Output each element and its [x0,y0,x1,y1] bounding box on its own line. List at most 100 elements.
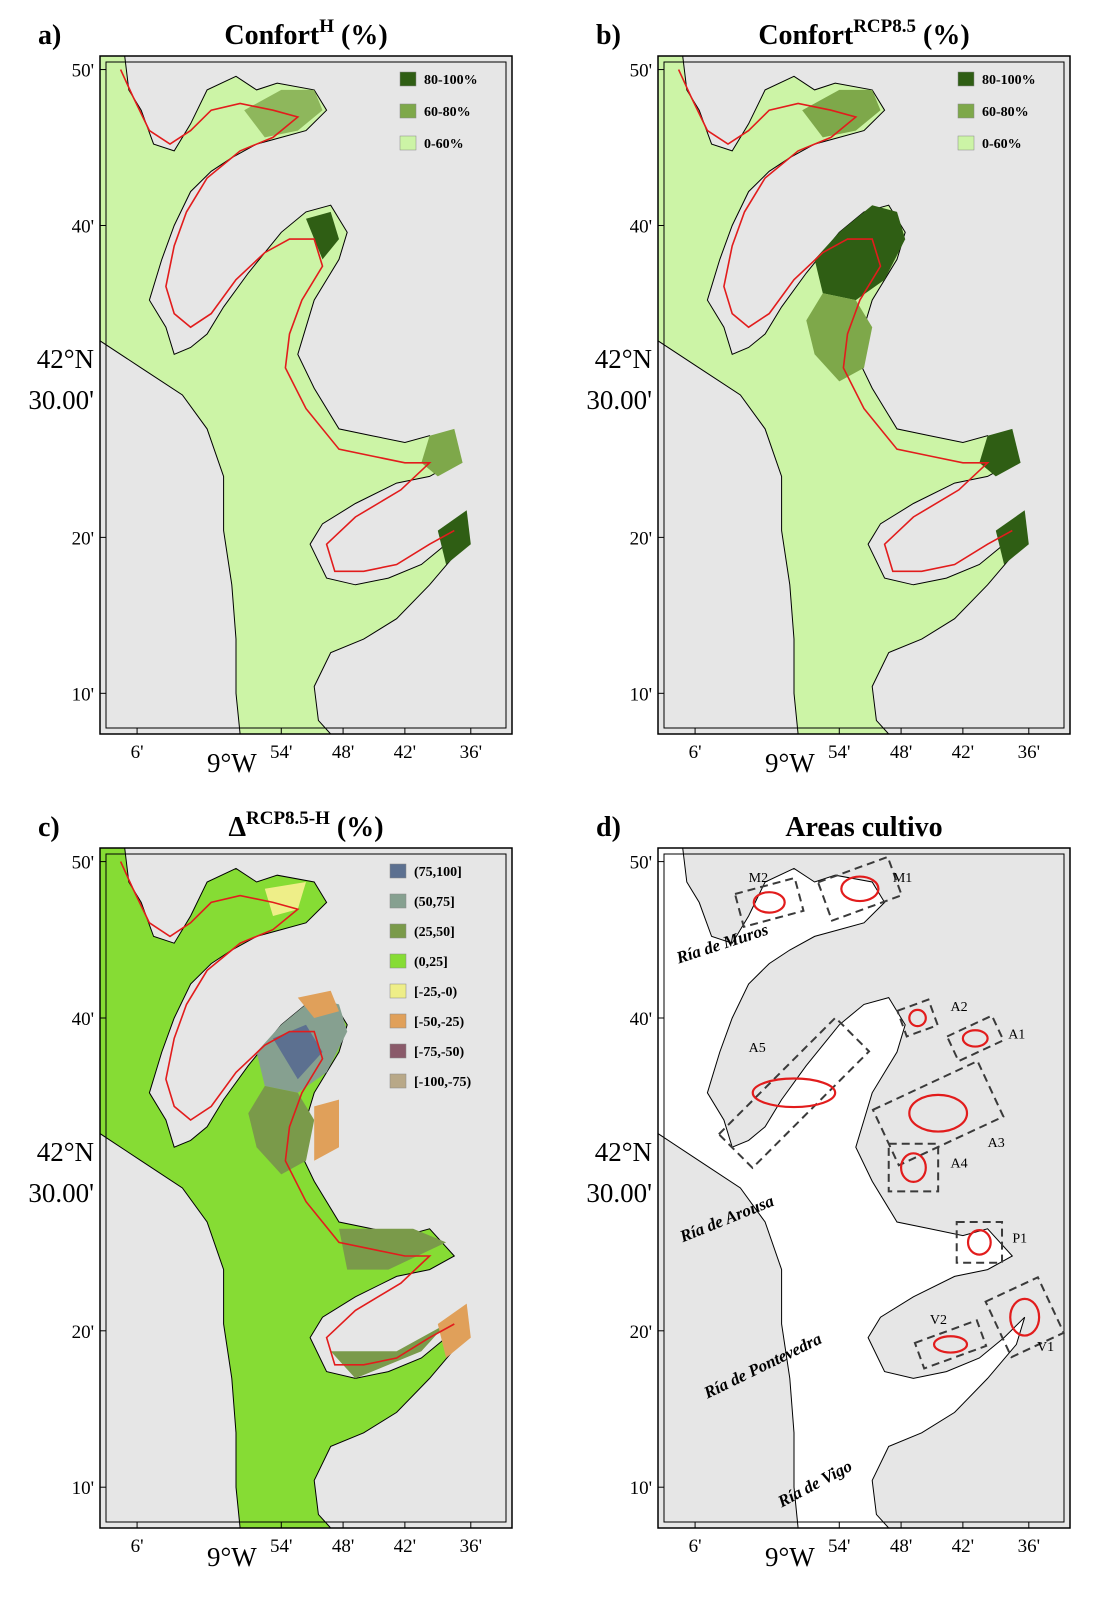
x-tick-label: 42' [394,1536,416,1557]
legend-label: (50,75] [414,895,455,910]
x-tick-label: 48' [332,1536,354,1557]
area-label: A5 [749,1041,766,1056]
legend-swatch [389,923,407,939]
y-tick-label: 40' [630,1009,652,1030]
culture-area [908,1008,927,1028]
map-frame-inner [105,853,507,1523]
panel-label: b) [596,20,621,51]
legend-label: (0,25] [414,955,448,970]
panel-label: d) [596,812,621,843]
zone-fill [273,1024,323,1080]
x-center-label: 9°W [207,748,257,778]
map-frame-inner [663,853,1065,1523]
zone-fill [297,990,339,1018]
y-tick-label: 20' [630,1322,652,1343]
y-center-label: 30.00' [28,1178,94,1208]
zone-fill [814,205,906,301]
x-tick-label: 54' [270,1536,292,1557]
y-tick-label: 20' [72,1322,94,1343]
y-center-label: 42°N [595,1137,652,1167]
culture-area [840,875,880,903]
zone-fill [314,1099,339,1161]
legend-swatch [957,135,975,151]
zone-fill [306,211,339,260]
x-tick-label: 42' [394,742,416,763]
y-tick-label: 40' [72,217,94,238]
area-box [955,1221,1004,1264]
title-main: Confort [224,20,320,51]
panel-title: ΔRCP8.5-H (%) [228,808,383,843]
x-tick-label: 6' [689,1536,702,1557]
panel-label: c) [38,812,60,843]
panel-label: a) [38,20,61,51]
x-tick-label: 42' [952,742,974,763]
y-tick-label: 10' [72,1478,94,1499]
legend-swatch [399,135,417,151]
legend-label: 0-60% [424,137,464,152]
legend-label: [-50,-25) [414,1015,464,1030]
culture-area [966,1229,992,1256]
area-label: A1 [1008,1027,1025,1042]
legend-label: [-100,-75) [414,1075,471,1090]
culture-area [752,891,786,914]
area-box [913,1319,988,1370]
x-center-label: 9°W [765,1542,815,1572]
panel-d: d) Areas cultivo 50' 40' 20' 10' 42°N 30.00' 6' 5… [586,812,1071,1572]
panel-b: b) ConfortRCP8.5 (%) 50' 40' 20' 10' 42°N 30.00… [586,16,1071,778]
culture-area [961,1029,989,1048]
legend-label: (25,50] [414,925,455,940]
y-tick-label: 40' [72,1009,94,1030]
map-frame-outer [657,847,1071,1529]
contour-line [119,69,455,573]
x-tick-label: 36' [460,742,482,763]
y-center-label: 42°N [595,344,652,374]
x-tick-label: 48' [890,742,912,763]
legend-swatch [389,1013,407,1029]
panel-c: c) ΔRCP8.5-H (%) 50' 40' 20' 10' 42°N 30.00' 6' 5… [28,808,513,1572]
title-suffix: (%) [916,20,970,51]
legend-swatch [389,1043,407,1059]
legend-swatch [389,893,407,909]
legend-label: [-25,-0) [414,985,457,1000]
y-center-label: 42°N [37,1137,94,1167]
legend-swatch [389,983,407,999]
legend-swatch [389,1073,407,1089]
zone-fill [437,1303,471,1358]
culture-area [899,1152,927,1183]
contour-line [119,861,455,1366]
x-tick-label: 6' [689,742,702,763]
panel-title: Areas cultivo [785,812,942,843]
area-box [717,1016,871,1170]
sea-region [99,55,468,735]
y-tick-label: 50' [72,853,94,874]
x-tick-label: 42' [952,1536,974,1557]
y-center-label: 30.00' [586,385,652,415]
area-label: A4 [951,1157,968,1172]
title-main: Confort [758,20,854,51]
legend-label: 0-60% [982,137,1022,152]
x-tick-label: 36' [1018,1536,1040,1557]
map-frame-outer [99,55,513,735]
map-frame-outer [657,55,1071,735]
area-label: P1 [1012,1231,1027,1246]
legend-swatch [399,103,417,119]
legend-swatch [389,863,407,879]
x-tick-label: 54' [270,742,292,763]
y-tick-label: 50' [72,61,94,82]
culture-area [932,1335,969,1354]
area-box [871,1059,1005,1167]
area-box [733,876,805,929]
legend-swatch [957,71,975,87]
contour-line [677,69,1013,573]
x-tick-label: 54' [828,1536,850,1557]
zone-fill [421,428,463,477]
area-label: A3 [988,1136,1005,1151]
area-box [984,1275,1066,1359]
area-label: V2 [930,1313,947,1328]
legend-swatch [957,103,975,119]
panel-a: a) ConfortH (%) 50' 40' 20' 10' 42°N 30.00' 6' 54… [28,16,513,778]
y-center-label: 30.00' [586,1178,652,1208]
zone-fill [806,293,873,382]
legend-label: 80-100% [982,73,1036,88]
